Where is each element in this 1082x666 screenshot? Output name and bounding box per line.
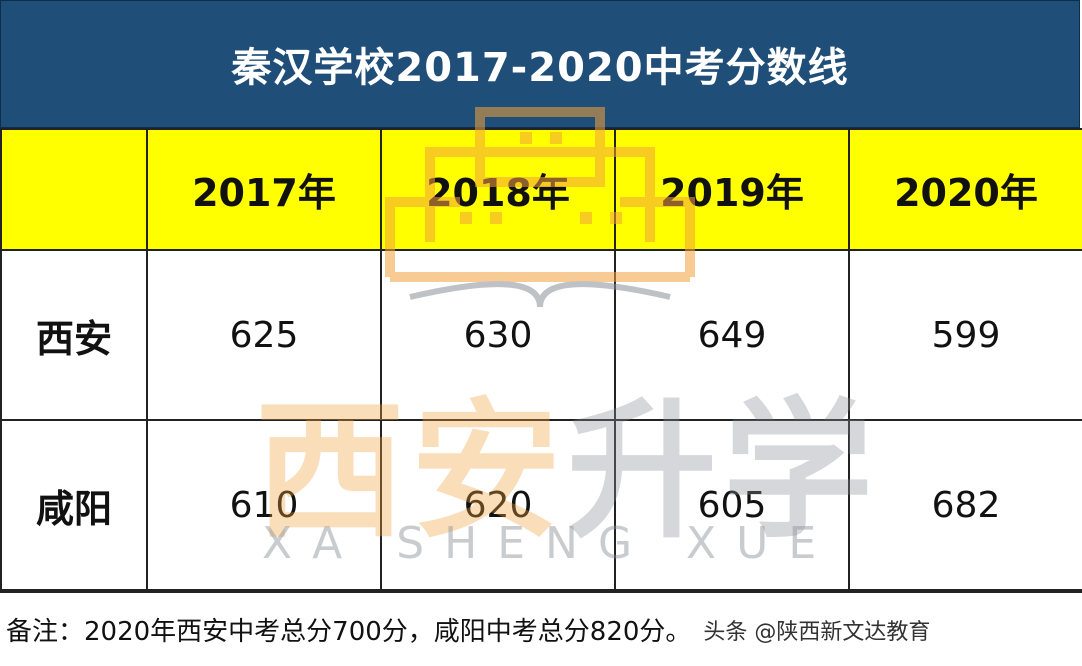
table-header-row: 2017年 2018年 2019年 2020年 — [0, 128, 1082, 251]
row-label-xian: 西安 — [0, 249, 148, 421]
cell-xianyang-2018: 620 — [380, 419, 616, 591]
page-title: 秦汉学校2017-2020中考分数线 — [231, 45, 849, 91]
cell-xian-2020: 599 — [848, 249, 1082, 421]
header-cell-blank — [0, 128, 148, 251]
title-bar: 秦汉学校2017-2020中考分数线 — [0, 0, 1080, 128]
header-cell-2020: 2020年 — [848, 128, 1082, 251]
cell-xian-2017: 625 — [146, 249, 382, 421]
cell-xian-2019: 649 — [614, 249, 850, 421]
header-cell-2018: 2018年 — [380, 128, 616, 251]
cell-xianyang-2017: 610 — [146, 419, 382, 591]
footnote: 备注：2020年西安中考总分700分，咸阳中考总分820分。 头条 @陕西新文达… — [0, 591, 1082, 666]
table-row-xianyang: 咸阳 610 620 605 682 — [0, 419, 1082, 591]
table-row-xian: 西安 625 630 649 599 — [0, 249, 1082, 421]
cell-xianyang-2020: 682 — [848, 419, 1082, 591]
header-cell-2019: 2019年 — [614, 128, 850, 251]
cell-xianyang-2019: 605 — [614, 419, 850, 591]
source-credit: 头条 @陕西新文达教育 — [703, 619, 931, 645]
header-cell-2017: 2017年 — [146, 128, 382, 251]
score-table: 2017年 2018年 2019年 2020年 西安 625 630 649 5… — [0, 128, 1082, 591]
cell-xian-2018: 630 — [380, 249, 616, 421]
note-text: 备注：2020年西安中考总分700分，咸阳中考总分820分。 — [6, 617, 692, 647]
row-label-xianyang: 咸阳 — [0, 419, 148, 591]
